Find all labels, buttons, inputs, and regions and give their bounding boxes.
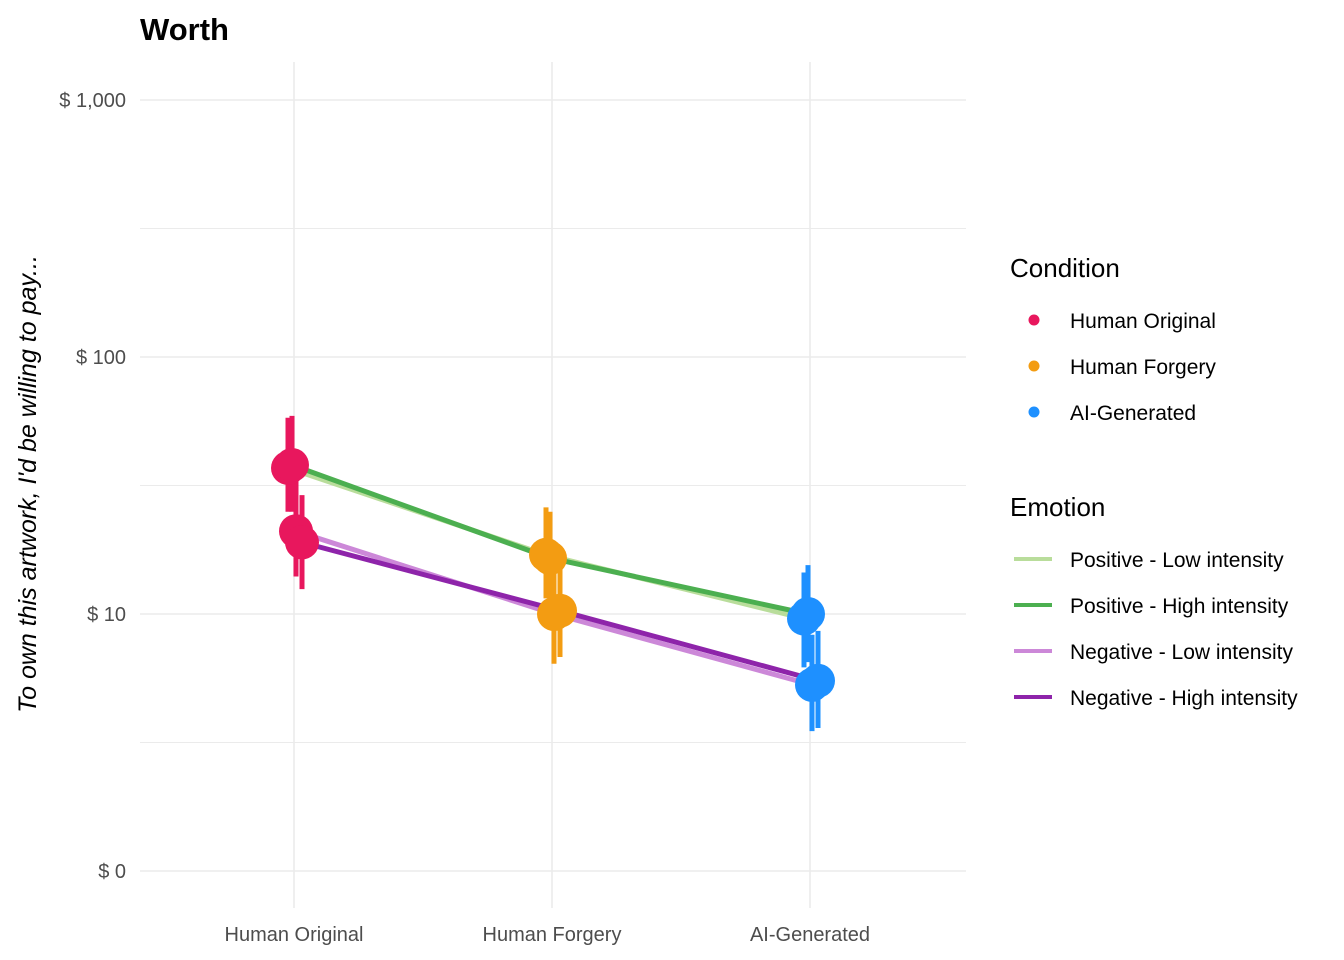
legend-label: Positive - High intensity: [1070, 595, 1289, 618]
data-point: [543, 593, 577, 628]
legend-emotion-title: Emotion: [1010, 492, 1105, 522]
x-tick-label: AI-Generated: [750, 924, 870, 946]
legend-label: Negative - Low intensity: [1070, 641, 1293, 664]
legend-label: Positive - Low intensity: [1070, 549, 1284, 572]
x-axis-ticks: Human Original Human Forgery AI-Generated: [225, 924, 871, 946]
legend-key-point: [1028, 314, 1040, 326]
data-point: [275, 447, 309, 482]
legend-emotion: Emotion Positive - Low intensity Positive…: [1010, 492, 1298, 710]
x-tick-label: Human Forgery: [483, 924, 622, 946]
grid: [140, 62, 966, 908]
y-tick-label: $ 10: [87, 604, 126, 626]
legend-key-point: [1028, 406, 1040, 418]
legend-key-point: [1028, 360, 1040, 372]
data-point: [791, 597, 825, 631]
y-tick-label: $ 100: [76, 347, 126, 369]
data-points: [271, 447, 835, 702]
y-axis-ticks: $ 0 $ 10 $ 100 $ 1,000: [59, 90, 126, 883]
legend-label: Negative - High intensity: [1070, 687, 1298, 710]
data-point: [801, 663, 835, 698]
legend-condition-title: Condition: [1010, 253, 1120, 283]
legend-label: Human Forgery: [1070, 356, 1216, 379]
y-tick-label: $ 0: [98, 861, 126, 883]
legend-condition: Condition Human Original Human Forgery AI-…: [1010, 253, 1216, 425]
y-tick-label: $ 1,000: [59, 90, 126, 112]
y-axis-label: To own this artwork, I'd be willing to p…: [14, 255, 42, 713]
chart-title: Worth: [140, 12, 229, 47]
data-point: [285, 525, 319, 560]
legend-label: Human Original: [1070, 310, 1216, 333]
x-tick-label: Human Original: [225, 924, 364, 946]
data-point: [533, 541, 567, 576]
legend-label: AI-Generated: [1070, 402, 1196, 425]
